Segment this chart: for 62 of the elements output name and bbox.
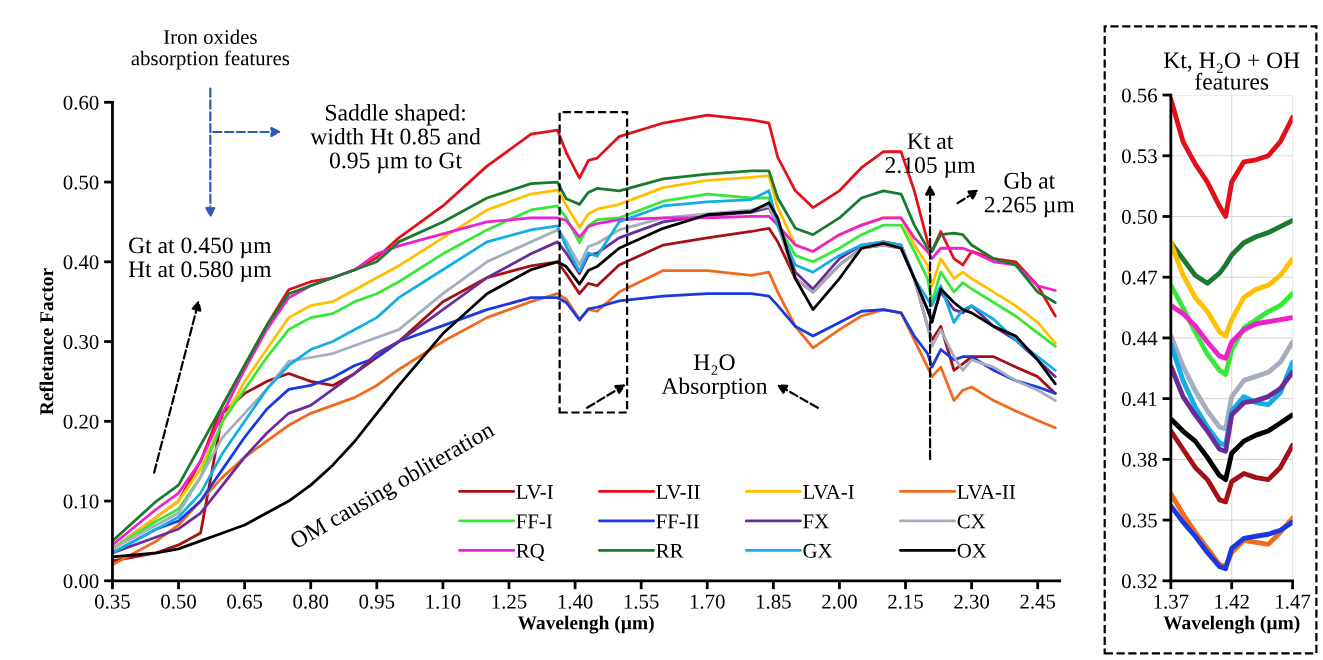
y-tick-label: 0.41 (1122, 392, 1157, 407)
line-series (1170, 428, 1293, 505)
x-tick-label: 2.15 (888, 594, 923, 609)
line-series (1170, 503, 1293, 572)
chart-title: Kt, H₂O + OH features (1163, 52, 1300, 90)
line-series (1170, 303, 1293, 361)
x-tick-label: 1.42 (1215, 594, 1249, 609)
y-tick-label: 0.60 (63, 95, 99, 110)
line-series (1170, 218, 1293, 286)
x-tick-label: 1.85 (756, 594, 791, 609)
legend-label: LVA-I (803, 484, 854, 500)
y-tick-label: 0.40 (63, 255, 99, 270)
x-tick-label: 1.10 (426, 594, 461, 609)
y-tick-label: 0.20 (63, 414, 99, 429)
line-series (1170, 363, 1293, 454)
x-tick-label: 0.50 (161, 594, 196, 609)
x-tick-label: 1.25 (492, 594, 527, 609)
y-tick-label: 0.50 (63, 175, 99, 190)
annotation: H₂O Absorption (661, 354, 768, 399)
x-tick-label: 0.95 (359, 594, 395, 609)
x-tick-label: 2.00 (822, 594, 857, 609)
legend-label: CX (957, 514, 986, 529)
y-tick-label: 0.53 (1122, 149, 1157, 164)
legend-label: OX (957, 543, 987, 558)
legend-label: FF-II (656, 514, 699, 529)
legend-label: RQ (516, 543, 545, 561)
x-axis-title: Wavelengh (µm) (517, 615, 654, 634)
legend-label: LV-II (656, 485, 700, 500)
x-tick-label: 1.37 (1154, 594, 1189, 609)
legend-label: FF-I (516, 514, 553, 529)
legend-label: RR (656, 543, 684, 558)
y-tick-label: 0.30 (63, 334, 99, 350)
annotation: Gb at 2.265 µm (984, 172, 1075, 218)
legend-label: GX (803, 543, 833, 558)
legend-label: LVA-II (957, 484, 1016, 500)
text: Iron oxides absorption features (131, 29, 290, 70)
x-tick-label: 0.35 (95, 594, 130, 609)
x-tick-label: 1.55 (624, 594, 659, 609)
x-tick-label: 0.65 (227, 594, 263, 609)
legend-label: LV-I (516, 485, 553, 500)
y-tick-label: 0.44 (1122, 331, 1158, 346)
y-tick-label: 0.00 (63, 574, 99, 589)
y-tick-label: 0.50 (1122, 209, 1157, 224)
legend-label: FX (803, 514, 829, 529)
x-tick-label: 2.30 (954, 594, 990, 609)
y-tick-label: 0.35 (1122, 513, 1157, 528)
x-tick-label: 1.47 (1276, 594, 1311, 609)
x-tick-label: 0.80 (293, 594, 329, 609)
y-tick-label: 0.32 (1122, 574, 1157, 589)
annotation: Gt at 0.450 µm Ht at 0.580 µm (128, 237, 272, 283)
y-tick-label: 0.38 (1122, 452, 1157, 467)
line-series (1170, 333, 1293, 432)
y-tick-label: 0.10 (63, 494, 99, 509)
y-tick-label: 0.56 (1122, 88, 1158, 103)
y-tick-label: 0.47 (1122, 270, 1158, 285)
x-tick-label: 2.45 (1020, 594, 1056, 609)
y-axis-title: Refletance Factor (39, 268, 54, 415)
x-tick-label: 1.70 (690, 594, 725, 609)
x-axis-title: Wavelengh (µm) (1163, 615, 1300, 634)
x-tick-label: 1.40 (558, 594, 593, 609)
annotation: Saddle shaped: width Ht 0.85 and 0.95 µm to Gt (310, 104, 481, 174)
line-series (1170, 240, 1293, 339)
